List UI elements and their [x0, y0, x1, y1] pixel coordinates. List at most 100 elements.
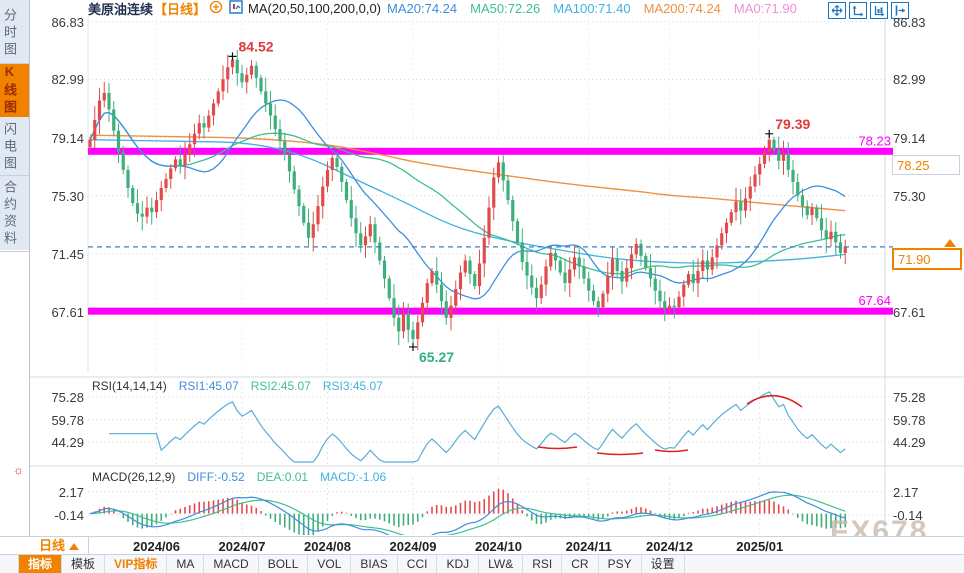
candle: [121, 151, 125, 170]
period-tag[interactable]: 【日线】: [154, 2, 207, 17]
candle: [786, 153, 790, 170]
footer-tab[interactable]: MACD: [204, 555, 259, 573]
indicator-settings-icon[interactable]: ☼: [13, 463, 24, 477]
footer-tab[interactable]: RSI: [523, 555, 563, 573]
candle: [131, 187, 135, 204]
candle: [682, 284, 686, 297]
ma-settings-label: MA(20,50,100,200,0,0): [248, 1, 382, 16]
candle: [753, 174, 757, 187]
ma-value: MA50:72.26: [470, 1, 541, 16]
exit-chart-icon[interactable]: [891, 2, 909, 19]
footer-tab[interactable]: PSY: [599, 555, 642, 573]
candle: [197, 123, 201, 134]
footer-tab[interactable]: KDJ: [437, 555, 480, 573]
chart-toolbar: [828, 2, 909, 19]
candle: [815, 207, 819, 219]
candle: [302, 206, 306, 223]
footer-tab[interactable]: MA: [167, 555, 205, 573]
last-price-box: 71.90: [892, 247, 962, 270]
footer-tab[interactable]: CR: [562, 555, 599, 573]
symbol-title: 美原油连续: [88, 2, 154, 17]
price-level-lines: 78.23 67.64: [88, 133, 893, 315]
price-level-line[interactable]: [88, 147, 893, 155]
add-indicator-icon[interactable]: [209, 0, 223, 17]
price-box-7825: 78.25: [892, 155, 960, 175]
macd-title: MACD(26,12,9): [92, 470, 176, 484]
candle: [140, 213, 144, 217]
candles-layer: [88, 49, 847, 351]
candle: [335, 157, 339, 167]
price-level-line[interactable]: [88, 307, 893, 315]
axis-shift-icon[interactable]: [870, 2, 888, 19]
candle: [819, 218, 824, 231]
ma50-line: [89, 111, 846, 275]
drawn-red-segment[interactable]: [537, 446, 578, 450]
candle: [796, 181, 800, 196]
ma100-line: [89, 139, 846, 264]
candle: [762, 151, 767, 164]
indicator-value: RSI1:45.07: [178, 379, 239, 393]
y-axis-label: 82.99: [51, 72, 84, 88]
candle: [677, 296, 681, 308]
sidebar-item-flash[interactable]: 闪电图: [0, 119, 29, 176]
footer-tab[interactable]: LW&: [479, 555, 524, 573]
footer-tab[interactable]: VOL: [308, 555, 352, 573]
tab-spacer: [0, 555, 19, 573]
candle: [164, 178, 168, 188]
sidebar-item-kline[interactable]: K线图: [0, 64, 29, 117]
candle: [672, 305, 676, 308]
x-axis-label: 2024/11: [565, 539, 612, 554]
footer-tab[interactable]: CCI: [398, 555, 438, 573]
drawn-red-arc[interactable]: [746, 395, 803, 408]
candlestick-chart-icon[interactable]: [229, 0, 243, 17]
candle: [515, 221, 520, 243]
candle: [368, 224, 372, 237]
extreme-marker-icon: [228, 52, 237, 61]
move-icon[interactable]: [828, 2, 846, 19]
footer-tab[interactable]: 模板: [62, 555, 106, 573]
y-axis-label: 2.17: [58, 484, 84, 500]
indicator-tab-bar: 指标 模板 VIP指标 MA MACD BOLL VOL BIAS CCI KDJ LW& RSI CR…: [0, 554, 964, 573]
candle: [696, 271, 700, 284]
candle: [211, 103, 216, 116]
y-axis-label: 59.78: [51, 412, 84, 428]
candle: [634, 243, 638, 255]
candle: [216, 91, 220, 104]
candle: [705, 260, 710, 270]
axis-scale-icon[interactable]: [849, 2, 867, 19]
candle: [658, 290, 662, 302]
footer-tab[interactable]: BIAS: [351, 555, 398, 573]
diff-line: [89, 491, 846, 535]
candle: [791, 169, 795, 182]
candle: [268, 103, 273, 116]
sidebar-item-time-share[interactable]: 分时图: [0, 3, 29, 64]
footer-tab[interactable]: VIP指标: [105, 555, 168, 573]
y-axis-label: 75.28: [51, 390, 84, 405]
candle: [810, 207, 814, 216]
ma20-line: [89, 99, 846, 300]
footer-tab[interactable]: BOLL: [259, 555, 309, 573]
candle: [686, 274, 691, 285]
footer-tab[interactable]: 指标: [19, 555, 63, 573]
candle: [549, 252, 553, 267]
candle: [463, 260, 467, 273]
candle: [620, 271, 624, 282]
candle: [800, 195, 805, 207]
candle: [511, 200, 515, 222]
candle: [406, 313, 410, 330]
candle: [311, 224, 315, 238]
period-selector[interactable]: 日线: [30, 537, 89, 554]
candle: [743, 198, 748, 211]
candle: [625, 268, 629, 282]
drawn-red-segment[interactable]: [596, 452, 644, 456]
price-level-label: 78.23: [858, 133, 891, 148]
drawn-red-segment[interactable]: [654, 449, 689, 453]
candle: [525, 261, 529, 276]
sidebar-item-contract-info[interactable]: 合约资料: [0, 177, 29, 252]
footer-tab[interactable]: 设置: [642, 555, 685, 573]
candle: [710, 257, 714, 270]
y-axis-label: 67.61: [51, 304, 84, 320]
candle: [202, 123, 206, 128]
